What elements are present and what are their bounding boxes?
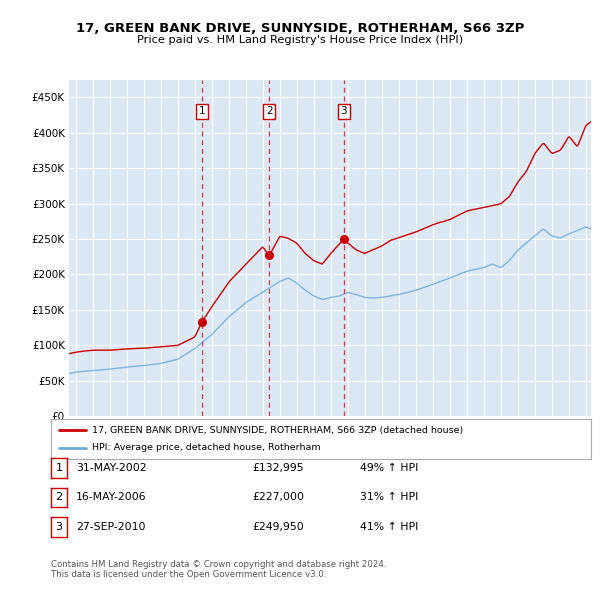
Text: 2: 2 — [266, 106, 272, 116]
Text: 27-SEP-2010: 27-SEP-2010 — [76, 522, 146, 532]
Text: 2: 2 — [56, 493, 62, 502]
Text: 16-MAY-2006: 16-MAY-2006 — [76, 493, 147, 502]
Text: 17, GREEN BANK DRIVE, SUNNYSIDE, ROTHERHAM, S66 3ZP: 17, GREEN BANK DRIVE, SUNNYSIDE, ROTHERH… — [76, 22, 524, 35]
Text: £132,995: £132,995 — [252, 463, 304, 473]
Text: 49% ↑ HPI: 49% ↑ HPI — [360, 463, 418, 473]
Text: 31-MAY-2002: 31-MAY-2002 — [76, 463, 147, 473]
Text: HPI: Average price, detached house, Rotherham: HPI: Average price, detached house, Roth… — [91, 443, 320, 453]
Text: This data is licensed under the Open Government Licence v3.0.: This data is licensed under the Open Gov… — [51, 570, 326, 579]
Text: £249,950: £249,950 — [252, 522, 304, 532]
Text: £227,000: £227,000 — [252, 493, 304, 502]
Text: 1: 1 — [56, 463, 62, 473]
Text: 17, GREEN BANK DRIVE, SUNNYSIDE, ROTHERHAM, S66 3ZP (detached house): 17, GREEN BANK DRIVE, SUNNYSIDE, ROTHERH… — [91, 425, 463, 435]
Text: 41% ↑ HPI: 41% ↑ HPI — [360, 522, 418, 532]
Text: Price paid vs. HM Land Registry's House Price Index (HPI): Price paid vs. HM Land Registry's House … — [137, 35, 463, 45]
Text: 31% ↑ HPI: 31% ↑ HPI — [360, 493, 418, 502]
Text: 1: 1 — [199, 106, 205, 116]
Text: 3: 3 — [56, 522, 62, 532]
Text: Contains HM Land Registry data © Crown copyright and database right 2024.: Contains HM Land Registry data © Crown c… — [51, 559, 386, 569]
Text: 3: 3 — [340, 106, 347, 116]
